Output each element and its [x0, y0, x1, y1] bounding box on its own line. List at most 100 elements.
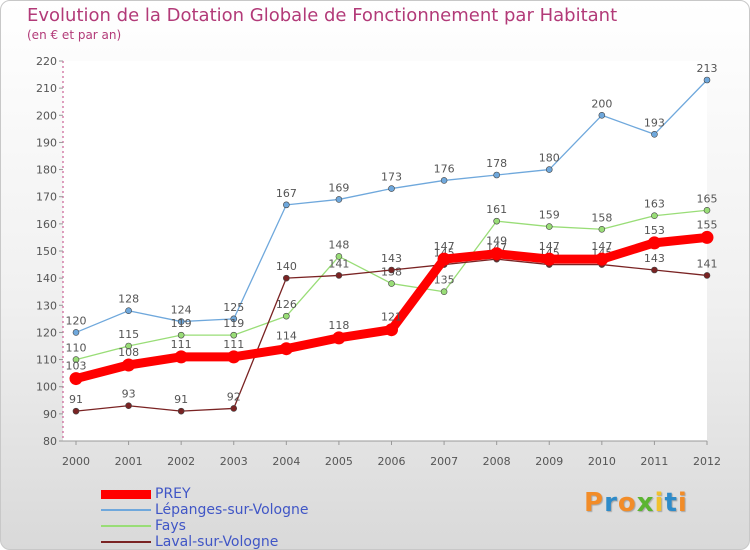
legend-item: PREY — [101, 486, 191, 502]
data-label: 120 — [66, 314, 87, 327]
y-tick-label: 100 — [36, 381, 57, 394]
legend-label: Lépanges-sur-Vologne — [155, 502, 309, 518]
data-point — [230, 405, 238, 412]
data-point — [388, 266, 395, 274]
data-point — [651, 212, 658, 220]
data-point — [703, 206, 711, 214]
data-label: 128 — [118, 293, 139, 306]
data-point — [72, 407, 80, 415]
chart-subtitle: (en € et par an) — [27, 28, 122, 42]
legend-label: PREY — [155, 486, 191, 502]
data-point — [125, 342, 132, 350]
data-point — [332, 331, 346, 345]
data-point — [385, 323, 398, 337]
y-tick-label: 190 — [36, 136, 57, 149]
data-point — [545, 223, 553, 230]
legend-swatch — [101, 541, 151, 543]
x-tick-label: 2007 — [430, 455, 458, 468]
data-point — [388, 280, 395, 287]
chart-title: Evolution de la Dotation Globale de Fonc… — [27, 5, 618, 26]
logo-letter: r — [604, 488, 618, 518]
x-tick-label: 2002 — [167, 455, 195, 468]
data-label: 161 — [486, 203, 507, 216]
data-label: 135 — [434, 274, 455, 287]
data-point — [437, 252, 451, 266]
y-tick-label: 210 — [36, 82, 57, 95]
logo-letter: i — [654, 488, 665, 518]
data-label: 140 — [276, 260, 297, 273]
data-label: 155 — [697, 218, 718, 231]
data-label: 213 — [697, 62, 718, 75]
data-point — [72, 329, 80, 336]
data-label: 163 — [644, 198, 665, 211]
data-label: 176 — [434, 162, 455, 175]
data-label: 91 — [69, 393, 83, 406]
y-tick-label: 170 — [36, 191, 57, 204]
x-tick-label: 2011 — [640, 455, 668, 468]
data-point — [283, 312, 290, 320]
y-tick-label: 110 — [36, 354, 57, 367]
y-tick-label: 200 — [36, 109, 57, 122]
data-point — [335, 253, 343, 260]
data-point — [125, 307, 132, 315]
data-label: 143 — [381, 252, 402, 265]
data-label: 167 — [276, 187, 297, 200]
data-label: 143 — [644, 252, 665, 265]
data-point — [335, 196, 343, 203]
logo-letter: i — [677, 488, 688, 518]
legend-label: Laval-sur-Vologne — [155, 534, 279, 550]
line-chart: 8090100110120130140150160170180190200210… — [36, 55, 721, 468]
data-label: 121 — [381, 311, 402, 324]
data-label: 141 — [697, 257, 718, 270]
y-tick-label: 140 — [36, 272, 57, 285]
data-label: 149 — [486, 235, 507, 248]
legend-swatch — [101, 489, 151, 499]
data-point — [440, 288, 448, 296]
data-label: 153 — [644, 224, 665, 237]
data-point — [545, 166, 553, 173]
y-tick-label: 150 — [36, 245, 57, 258]
data-point — [230, 315, 238, 323]
y-tick-label: 120 — [36, 326, 57, 339]
x-tick-label: 2010 — [588, 455, 616, 468]
data-point — [335, 272, 343, 279]
data-point — [72, 356, 80, 363]
logo-letter: x — [636, 488, 655, 518]
data-point — [595, 252, 609, 266]
data-label: 178 — [486, 157, 507, 170]
legend-swatch — [101, 525, 151, 527]
data-point — [598, 111, 606, 119]
y-tick-label: 90 — [43, 408, 57, 421]
legend-item: Lépanges-sur-Vologne — [101, 502, 309, 518]
data-label: 119 — [171, 317, 192, 330]
data-label: 159 — [539, 209, 560, 222]
y-tick-label: 130 — [36, 299, 57, 312]
data-point — [177, 318, 185, 325]
data-label: 111 — [223, 338, 244, 351]
x-tick-label: 2012 — [693, 455, 721, 468]
proxiti-logo: Proxiti — [584, 488, 688, 518]
data-label: 141 — [328, 257, 349, 270]
y-tick-label: 160 — [36, 218, 57, 231]
plot-area — [63, 61, 707, 441]
data-label: 93 — [122, 388, 136, 401]
data-label: 200 — [591, 97, 612, 110]
data-point — [69, 372, 83, 386]
y-tick-label: 80 — [43, 435, 57, 448]
data-label: 103 — [66, 360, 87, 373]
data-point — [700, 230, 714, 244]
data-point — [177, 331, 185, 339]
x-tick-label: 2003 — [220, 455, 248, 468]
data-label: 108 — [118, 346, 139, 359]
y-tick-label: 180 — [36, 164, 57, 177]
legend-item: Fays — [101, 518, 186, 534]
data-point — [227, 350, 241, 364]
x-tick-label: 2006 — [378, 455, 406, 468]
data-point — [598, 225, 606, 233]
data-label: 165 — [697, 192, 718, 205]
data-point — [651, 266, 658, 274]
legend-swatch — [101, 509, 151, 511]
data-point — [125, 402, 132, 410]
data-point — [647, 236, 661, 250]
